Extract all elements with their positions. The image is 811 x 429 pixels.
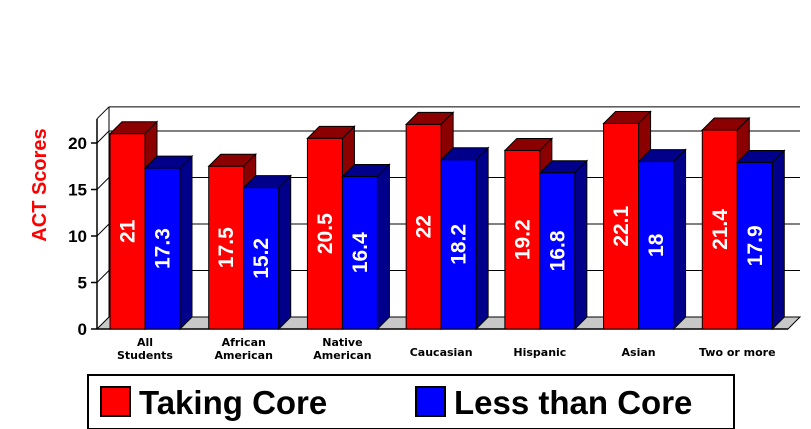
value-label-taking-core: 22	[413, 215, 436, 238]
value-label-taking-core: 20.5	[314, 213, 337, 254]
value-label-taking-core: 21	[117, 219, 140, 243]
y-axis-depth	[96, 106, 110, 120]
bar-taking-core	[405, 123, 442, 330]
value-label-less-than-core: 17.9	[744, 225, 767, 266]
bar-less-than-core	[736, 162, 773, 330]
value-label-less-than-core: 18	[645, 233, 668, 257]
bar-less-than-core	[440, 159, 477, 330]
bar-side-less-than-core	[673, 148, 687, 331]
bar-side-less-than-core	[574, 159, 588, 331]
value-label-less-than-core: 15.2	[250, 238, 273, 279]
y-tick-label: 20	[68, 134, 87, 153]
category-label: American	[313, 349, 371, 362]
y-axis-label: ACT Scores	[29, 128, 51, 241]
bar-less-than-core	[144, 167, 181, 330]
category-label: All	[137, 336, 153, 349]
bar-less-than-core	[539, 172, 576, 330]
value-labels: 21 17.3 17.5 15.2 20.5 16.4 22 18.2 19.2 16.8 22.1…	[117, 205, 767, 278]
y-tick-labels: 0 5 10 15 20	[68, 134, 87, 339]
gridline-depth	[96, 223, 110, 237]
bar-taking-core	[306, 137, 343, 330]
legend: Taking Core Less than Core	[87, 374, 735, 429]
y-tick-label: 15	[68, 181, 87, 200]
gridline-depth	[96, 130, 110, 144]
y-tick-label: 0	[78, 320, 87, 339]
category-label: Hispanic	[513, 346, 566, 359]
legend-swatch-taking-core	[100, 386, 131, 417]
value-label-less-than-core: 16.4	[349, 232, 372, 273]
bar-taking-core	[504, 149, 541, 330]
legend-label-taking-core: Taking Core	[139, 384, 327, 421]
bar-taking-core	[208, 165, 245, 330]
value-label-taking-core: 19.2	[511, 219, 534, 260]
bar-less-than-core	[341, 175, 378, 330]
bar-side-less-than-core	[771, 149, 785, 331]
y-tick-label: 10	[68, 227, 87, 246]
category-labels: AllStudentsAfricanAmericanNativeAmerican…	[117, 336, 776, 362]
value-label-less-than-core: 18.2	[448, 224, 471, 265]
category-label: Native	[322, 336, 362, 349]
legend-label-less-than-core: Less than Core	[454, 384, 692, 421]
category-label: Caucasian	[410, 346, 473, 359]
category-label: American	[215, 349, 273, 362]
bar-side-less-than-core	[376, 163, 390, 331]
value-label-less-than-core: 17.3	[152, 228, 175, 269]
bar-side-less-than-core	[475, 146, 489, 331]
category-label: Two or more	[699, 346, 776, 359]
bar-side-less-than-core	[278, 174, 292, 331]
bar-less-than-core	[638, 161, 675, 330]
category-label: Students	[117, 349, 173, 362]
category-label: Asian	[622, 346, 656, 359]
category-label: African	[222, 336, 266, 349]
bars	[108, 110, 786, 331]
value-label-less-than-core: 16.8	[546, 230, 569, 271]
value-label-taking-core: 22.1	[610, 205, 633, 246]
legend-swatch-less-than-core	[415, 386, 446, 417]
value-label-taking-core: 21.4	[709, 209, 732, 250]
y-tick-label: 5	[78, 274, 87, 293]
legend-frame	[87, 374, 735, 429]
gridline-depth	[96, 177, 110, 190]
value-label-taking-core: 17.5	[215, 227, 238, 268]
bar-side-less-than-core	[179, 154, 193, 331]
bar-less-than-core	[243, 187, 280, 330]
gridline-depth	[96, 270, 110, 283]
